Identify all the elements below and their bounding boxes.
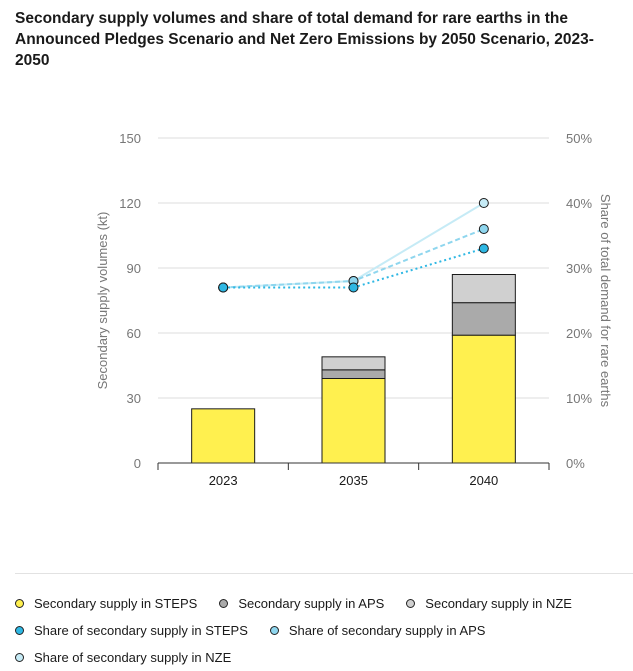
legend-swatch-icon	[219, 599, 229, 608]
legend-swatch-icon	[406, 599, 416, 608]
x-tick-label: 2040	[469, 473, 498, 488]
y2-tick-label: 10%	[566, 391, 592, 406]
legend-label: Share of secondary supply in STEPS	[34, 623, 248, 638]
y2-axis-label: Share of total demand for rare earths	[598, 194, 613, 408]
legend-divider	[15, 573, 633, 574]
legend-label: Secondary supply in NZE	[425, 596, 572, 611]
legend: Secondary supply in STEPS Secondary suppl…	[15, 590, 633, 671]
bar-steps-2035	[321, 378, 386, 464]
legend-row: Share of secondary supply in STEPS Share …	[15, 617, 633, 644]
bar-aps-2035	[321, 369, 386, 380]
legend-item: Secondary supply in NZE	[406, 596, 572, 611]
legend-item: Share of secondary supply in NZE	[15, 650, 231, 665]
y2-tick-label: 30%	[566, 261, 592, 276]
legend-label: Secondary supply in APS	[238, 596, 385, 611]
bar-aps-2040	[451, 302, 516, 336]
share-point	[478, 224, 489, 234]
legend-row: Secondary supply in STEPS Secondary suppl…	[15, 590, 633, 617]
y2-tick-label: 20%	[566, 326, 592, 341]
share-point	[478, 243, 489, 254]
legend-row: Share of secondary supply in NZE	[15, 644, 633, 671]
y-tick-label: 150	[119, 131, 141, 146]
share-point	[478, 198, 489, 208]
legend-swatch-icon	[15, 599, 24, 608]
x-tick-label: 2023	[209, 473, 238, 488]
bar-steps-2023	[191, 408, 256, 464]
legend-label: Share of secondary supply in NZE	[34, 650, 232, 665]
bar-nze-2035	[321, 356, 386, 371]
legend-label: Secondary supply in STEPS	[34, 596, 198, 611]
share-point	[348, 282, 359, 293]
y-tick-label: 120	[119, 196, 141, 211]
y2-tick-label: 40%	[566, 196, 592, 211]
y-axis-label: Secondary supply volumes (kt)	[95, 212, 110, 390]
y2-tick-label: 0%	[566, 456, 585, 471]
bar-steps-2040	[451, 334, 516, 464]
legend-item: Share of secondary supply in APS	[269, 623, 486, 638]
legend-swatch-icon	[15, 653, 24, 662]
y-tick-label: 60	[127, 326, 141, 341]
legend-label: Share of secondary supply in APS	[288, 623, 486, 638]
x-tick-label: 2035	[339, 473, 368, 488]
legend-swatch-icon	[269, 626, 279, 635]
share-point	[218, 282, 229, 293]
legend-item: Secondary supply in STEPS	[15, 596, 197, 611]
legend-item: Share of secondary supply in STEPS	[15, 623, 248, 638]
chart: 0 30 60 90 120 150 0% 10% 20% 30% 40% 50% Secondary …	[95, 131, 613, 488]
legend-item: Secondary supply in APS	[219, 596, 384, 611]
legend-swatch-icon	[15, 626, 24, 635]
y-tick-label: 0	[134, 456, 141, 471]
y-tick-label: 30	[127, 391, 141, 406]
y2-tick-label: 50%	[566, 131, 592, 146]
bar-nze-2040	[451, 274, 516, 304]
chart-title: Secondary supply volumes and share of to…	[15, 10, 594, 69]
y-tick-label: 90	[127, 261, 141, 276]
